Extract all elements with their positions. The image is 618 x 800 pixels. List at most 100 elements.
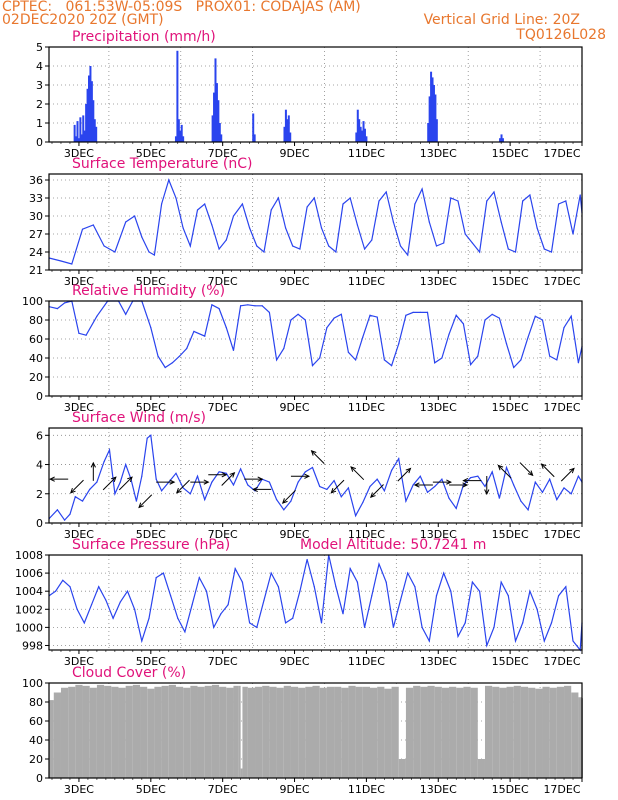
wind-arrow-shaft <box>221 472 235 486</box>
wind-arrow-head <box>413 482 420 488</box>
data-point <box>313 197 315 199</box>
wind-arrow <box>370 484 384 499</box>
data-point <box>577 475 580 477</box>
data-point <box>484 319 486 321</box>
data-point <box>356 581 359 583</box>
wind-arrow <box>69 479 84 494</box>
data-point <box>135 500 138 502</box>
precip-bar <box>88 75 91 142</box>
cloud-bar <box>384 688 392 778</box>
data-point <box>572 233 574 235</box>
data-point <box>529 194 531 196</box>
data-point <box>441 478 443 480</box>
data-point <box>114 493 116 495</box>
data-point <box>486 644 488 647</box>
data-point <box>572 640 574 642</box>
y-tick-label: 30 <box>29 210 43 223</box>
precip-bar <box>284 109 287 142</box>
precip-bar <box>283 126 286 142</box>
data-point <box>478 590 481 592</box>
wind-arrow <box>175 479 190 494</box>
data-point <box>520 359 522 361</box>
x-tick-label: 17DEC <box>543 655 580 668</box>
data-point <box>186 347 188 350</box>
cloud-bar <box>334 686 342 778</box>
data-point <box>193 330 195 332</box>
data-point <box>134 608 136 610</box>
data-point <box>478 251 481 253</box>
x-tick-label: 5DEC <box>136 401 166 414</box>
data-point <box>399 245 402 247</box>
data-point <box>211 304 213 306</box>
data-point <box>565 586 567 588</box>
wind-arrow <box>244 476 264 482</box>
cloud-bar <box>341 687 349 778</box>
precip-bar <box>76 121 79 142</box>
data-point <box>383 490 385 492</box>
wind-arrow <box>102 476 117 491</box>
wind-arrow-head <box>304 473 311 479</box>
data-point <box>541 319 544 321</box>
wind-arrow <box>497 464 512 479</box>
precip-bar <box>213 92 216 142</box>
precip-bar <box>286 119 289 142</box>
data-point <box>284 622 287 624</box>
precip-bar <box>174 136 177 142</box>
data-point <box>89 488 91 490</box>
cloud-bar <box>290 686 299 778</box>
cloud-bar <box>477 759 485 778</box>
data-point <box>390 365 393 367</box>
precip-bar <box>287 115 290 142</box>
data-point <box>92 224 94 226</box>
data-point <box>493 191 495 193</box>
data-point <box>484 485 486 488</box>
data-point <box>412 311 414 313</box>
data-point <box>491 313 493 315</box>
data-point <box>477 475 479 477</box>
cloud-bar <box>549 687 557 778</box>
x-tick-label: 11DEC <box>348 275 385 288</box>
cloud-bar <box>240 768 243 778</box>
cloud-bar <box>197 686 205 778</box>
y-tick-label: 40 <box>29 734 43 747</box>
data-point <box>112 617 114 619</box>
data-point <box>493 626 495 628</box>
data-point <box>205 590 208 592</box>
cloud-bar <box>528 687 536 778</box>
cloud-bar <box>147 688 155 778</box>
data-point <box>63 519 66 521</box>
precip-bar <box>92 100 95 142</box>
y-tick-label: 60 <box>29 715 43 728</box>
cloud-bar <box>140 686 148 778</box>
cloud-bar <box>168 684 176 778</box>
cloud-bar <box>362 686 370 778</box>
data-point <box>155 478 157 480</box>
data-point <box>218 308 220 310</box>
data-point <box>125 221 127 223</box>
data-point <box>232 484 235 486</box>
precip-bar <box>501 138 504 142</box>
data-point <box>119 481 121 483</box>
data-point <box>283 347 285 350</box>
data-point <box>105 599 107 601</box>
x-tick-label: 17DEC <box>543 147 580 160</box>
data-point <box>470 477 472 479</box>
y-tick-label: 1 <box>36 117 43 130</box>
data-point <box>470 364 472 366</box>
x-tick-label: 13DEC <box>420 528 457 541</box>
data-point <box>125 313 127 315</box>
data-point <box>477 355 479 357</box>
data-point <box>98 586 100 588</box>
data-point <box>319 485 321 488</box>
precip-bar <box>289 132 292 142</box>
cloud-bar <box>82 685 90 778</box>
cloud-bar <box>348 685 356 778</box>
data-point <box>399 599 402 601</box>
x-tick-label: 3DEC <box>64 147 94 160</box>
wind-arrow-shaft <box>397 468 411 482</box>
x-tick-label: 13DEC <box>420 783 457 796</box>
data-point <box>392 221 394 223</box>
precip-bar <box>83 130 86 142</box>
